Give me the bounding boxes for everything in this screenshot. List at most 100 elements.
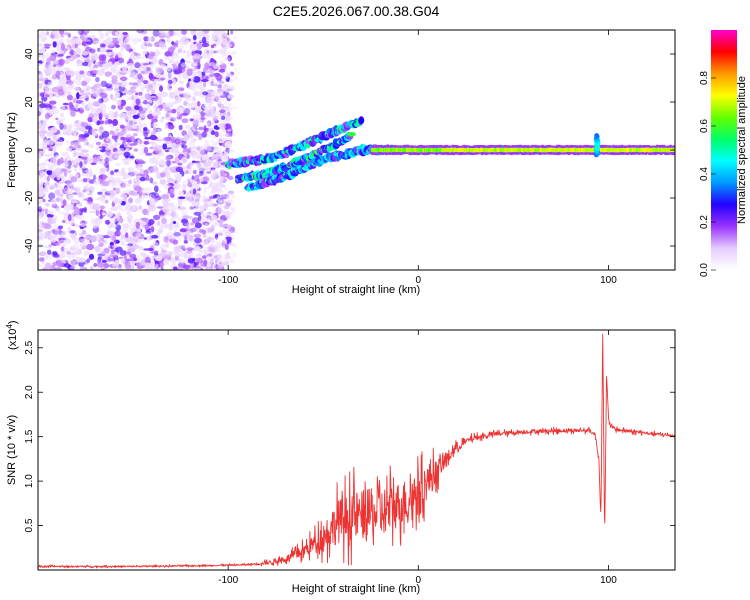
noise-cell (160, 32, 166, 36)
noise-cell (79, 242, 88, 248)
noise-cell (159, 158, 164, 164)
noise-cell (156, 92, 163, 98)
noise-cell (92, 92, 101, 97)
noise-cell (156, 206, 165, 209)
noise-cell (229, 231, 234, 235)
noise-cell (46, 127, 54, 131)
noise-cell (74, 87, 80, 92)
noise-cell (91, 128, 96, 136)
noise-cell (201, 255, 207, 259)
noise-cell (149, 157, 156, 164)
noise-cell (104, 238, 108, 245)
noise-cell (40, 123, 49, 129)
noise-cell (190, 76, 195, 81)
noise-cell (231, 133, 236, 137)
noise-cell (136, 261, 143, 267)
noise-cell (146, 207, 155, 212)
noise-cell (127, 96, 132, 101)
noise-cell (124, 262, 131, 270)
noise-cell (162, 200, 169, 207)
noise-cell (44, 77, 49, 82)
noise-cell (222, 259, 227, 263)
snr-y-tick-label: 2.0 (24, 385, 35, 399)
noise-cell (195, 257, 204, 264)
noise-cell (101, 212, 107, 216)
noise-cell (211, 153, 219, 161)
noise-cell (210, 139, 215, 143)
noise-cell (172, 45, 179, 48)
noise-cell (177, 48, 183, 54)
noise-cell (227, 94, 234, 99)
noise-cell (192, 96, 196, 102)
noise-cell (129, 86, 137, 90)
noise-cell (140, 43, 144, 50)
noise-cell (205, 122, 210, 126)
noise-cell (210, 44, 215, 49)
noise-cell (192, 169, 197, 175)
noise-cell (217, 175, 225, 179)
noise-cell (181, 113, 189, 116)
noise-cell (202, 42, 210, 48)
noise-cell (180, 112, 188, 117)
noise-cell (186, 247, 195, 251)
noise-cell (88, 144, 95, 149)
noise-cell (55, 117, 59, 121)
noise-cell (224, 101, 229, 105)
noise-cell (171, 63, 176, 66)
noise-cell (38, 189, 45, 197)
noise-cell (226, 57, 231, 61)
noise-cell (188, 182, 193, 188)
noise-cell (163, 55, 170, 61)
noise-cell (182, 253, 190, 259)
noise-cell (233, 68, 238, 72)
noise-cell (146, 262, 152, 265)
noise-cell (131, 240, 137, 245)
noise-cell (155, 255, 163, 261)
noise-cell (58, 58, 65, 65)
noise-cell (92, 101, 100, 107)
noise-cell (208, 50, 213, 55)
noise-cell (198, 126, 204, 131)
noise-cell (178, 80, 184, 84)
noise-cell (216, 222, 221, 227)
noise-cell (215, 237, 220, 241)
noise-cell (111, 39, 120, 44)
noise-cell (175, 253, 182, 257)
noise-cell (150, 267, 157, 270)
noise-cell (147, 54, 154, 60)
noise-cell (130, 262, 135, 270)
noise-cell (205, 143, 210, 147)
noise-cell (190, 126, 195, 131)
noise-cell (112, 256, 116, 263)
noise-cell (149, 251, 155, 254)
noise-cell (89, 34, 96, 38)
noise-cell (230, 116, 234, 120)
noise-cell (195, 71, 202, 77)
noise-cell (163, 236, 169, 243)
noise-cell (100, 188, 108, 192)
noise-cell (231, 237, 236, 241)
noise-cell (150, 165, 159, 173)
noise-cell (63, 32, 71, 36)
noise-cell (64, 106, 68, 110)
noise-cell (187, 178, 191, 184)
noise-cell (210, 58, 215, 62)
noise-cell (229, 137, 233, 143)
drift-cell (347, 132, 356, 137)
noise-cell (165, 66, 172, 72)
noise-cell (58, 54, 64, 57)
noise-cell (179, 45, 184, 50)
noise-cell (155, 159, 159, 166)
noise-cell (189, 222, 195, 226)
noise-cell (65, 140, 69, 144)
noise-cell (180, 210, 188, 217)
noise-cell (139, 113, 147, 118)
noise-cell (138, 110, 146, 114)
noise-cell (143, 36, 150, 42)
snr-y-tick-label: 1.0 (24, 474, 35, 488)
noise-cell (155, 264, 159, 267)
noise-cell (120, 129, 126, 136)
noise-cell (233, 230, 238, 235)
noise-cell (136, 159, 144, 165)
noise-cell (130, 53, 135, 60)
